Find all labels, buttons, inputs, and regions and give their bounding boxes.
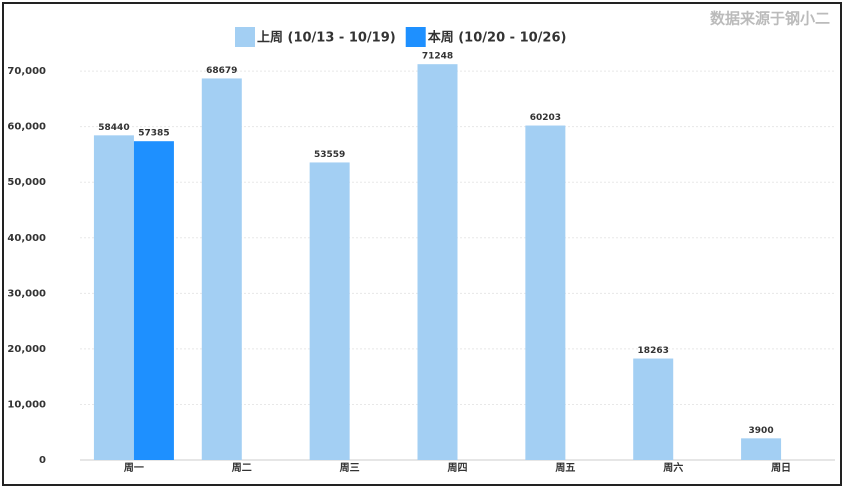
y-tick-label: 70,000 <box>7 66 46 77</box>
y-tick-label: 30,000 <box>7 288 46 299</box>
bar <box>633 358 674 460</box>
value-label: 57385 <box>138 129 169 139</box>
value-label: 3900 <box>749 426 774 436</box>
bar <box>525 125 566 461</box>
y-tick-label: 60,000 <box>7 122 46 133</box>
value-label: 68679 <box>206 66 237 76</box>
bar <box>417 64 458 460</box>
value-label: 53559 <box>314 150 345 160</box>
value-label: 58440 <box>98 123 129 133</box>
bar <box>201 78 242 460</box>
x-tick-label: 周三 <box>340 462 360 474</box>
bar <box>741 438 782 460</box>
legend-label: 本周 (10/20 - 10/26) <box>428 30 567 46</box>
y-tick-label: 40,000 <box>7 233 46 244</box>
source: 数据来源于钢小二 <box>710 10 830 28</box>
y-tick-label: 50,000 <box>7 177 46 188</box>
bar <box>93 135 134 461</box>
x-tick-label: 周一 <box>124 462 144 474</box>
x-tick-label: 周日 <box>771 462 791 474</box>
bar <box>133 141 174 460</box>
value-label: 71248 <box>422 52 453 62</box>
value-label: 60203 <box>530 113 561 123</box>
y-tick-label: 10,000 <box>7 399 46 410</box>
x-tick-label: 周六 <box>663 461 683 474</box>
x-tick-label: 周二 <box>232 462 252 474</box>
x-tick-label: 周四 <box>448 462 468 474</box>
x-tick-label: 周五 <box>555 462 575 474</box>
legend-swatch <box>405 27 426 47</box>
value-label: 18263 <box>638 346 669 356</box>
legend-label: 上周 (10/13 - 10/19) <box>257 31 396 46</box>
legend-swatch <box>235 27 255 47</box>
y-tick-label: 0 <box>39 455 46 466</box>
y-tick-label: 20,000 <box>7 344 46 355</box>
bar <box>309 162 350 460</box>
